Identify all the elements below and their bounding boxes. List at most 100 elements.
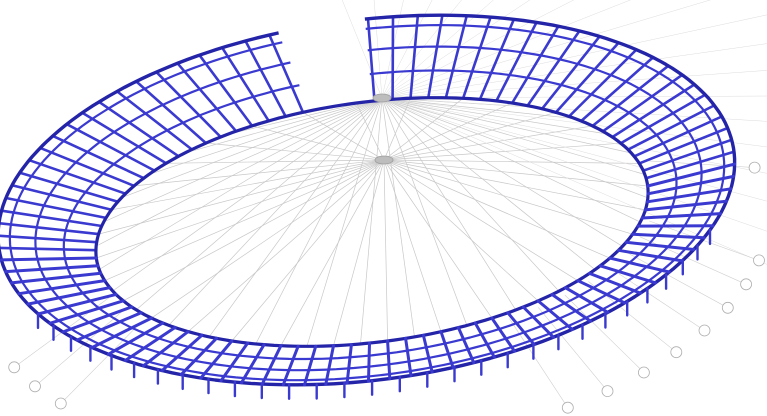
roof-rafter <box>65 122 156 172</box>
roof-rafter <box>610 83 696 139</box>
roof-rafter <box>579 56 655 123</box>
grid-bubble <box>670 346 683 359</box>
radial-cable <box>381 97 641 223</box>
roof-rafter <box>554 41 620 114</box>
roof-rafter <box>591 64 670 128</box>
roof-rafter <box>608 256 671 274</box>
grid-line <box>509 318 569 408</box>
radial-cable <box>123 159 385 302</box>
roof-rafter <box>624 240 696 251</box>
roof-rafter <box>179 336 218 377</box>
roof-rafter <box>176 61 238 133</box>
radial-cable <box>383 159 640 164</box>
radial-cable <box>383 159 633 235</box>
roof-rafter <box>644 150 736 180</box>
roof-rafter <box>540 35 601 111</box>
roof-purlin <box>62 69 678 361</box>
radial-cable <box>383 159 442 332</box>
radial-cable <box>134 159 385 187</box>
radial-cable <box>208 97 383 338</box>
radial-cable <box>381 97 649 199</box>
roof-rafter <box>461 15 492 100</box>
roof-rafter <box>61 305 134 334</box>
roof-rafter <box>0 246 98 252</box>
roof-rafter <box>409 14 420 100</box>
roof-purlin <box>34 45 703 372</box>
radial-cable <box>95 97 383 247</box>
roof-rafter <box>646 162 737 188</box>
roof-rafter <box>444 14 469 99</box>
roof-rafter <box>0 222 100 236</box>
grid-bubble-circle <box>601 385 614 398</box>
grid-bubble <box>29 380 41 393</box>
roof-rafter <box>0 256 98 262</box>
lower-tension-hub <box>374 155 394 165</box>
grid-bubble <box>561 401 574 414</box>
radial-cable <box>121 97 383 199</box>
roof-rafter <box>160 333 204 373</box>
roof-rafter <box>637 126 729 165</box>
roof-rafter <box>588 271 642 295</box>
radial-cable <box>112 97 383 292</box>
roof-rafter <box>641 138 733 172</box>
roof-rafter <box>506 311 536 346</box>
radial-cable <box>383 102 513 161</box>
radial-cable <box>151 159 385 319</box>
roof-rafter <box>601 73 684 133</box>
roof-rafter <box>404 336 413 377</box>
roof-rafter <box>4 196 108 220</box>
grid-line <box>538 307 608 392</box>
grid-bubble-circle <box>29 380 41 393</box>
roof-rafter <box>563 286 610 314</box>
roof-rafter <box>490 316 516 353</box>
roof-purlin <box>0 13 737 387</box>
grid-bubble <box>54 397 67 410</box>
radial-cable <box>383 159 610 259</box>
radial-cable <box>381 97 623 247</box>
grid-line <box>649 220 760 261</box>
roof-rafter <box>526 29 581 107</box>
grid-bubble <box>748 161 761 174</box>
roof-rafter <box>134 80 208 145</box>
grid-line <box>381 0 404 99</box>
radial-cable <box>333 159 385 346</box>
roof-rafter <box>426 13 444 99</box>
roof-rafter <box>550 293 592 323</box>
roof-rafter <box>619 93 707 145</box>
radial-cable <box>302 111 385 161</box>
roof-rafter <box>473 321 496 359</box>
upper-tension-hub <box>372 93 392 103</box>
roof-rafter <box>9 271 103 285</box>
radial-cable <box>231 159 385 342</box>
radial-cable <box>383 159 579 281</box>
radial-cable <box>383 159 646 211</box>
grid-line <box>381 0 575 99</box>
roof-rafter <box>90 316 153 349</box>
roof-truss-back <box>0 13 737 387</box>
roof-rafter <box>598 264 657 285</box>
roof-rafter <box>141 330 190 368</box>
radial-cable <box>381 97 415 337</box>
radial-cable <box>381 97 645 175</box>
roof-rafter <box>456 326 476 365</box>
radial-cable <box>205 142 385 161</box>
roof-rafter <box>240 343 266 385</box>
roof-rafter <box>17 279 107 296</box>
roof-rafter <box>643 199 728 212</box>
roof-rafter <box>626 104 716 151</box>
grid-line <box>381 70 767 99</box>
roof-rafter <box>51 134 146 180</box>
radial-cable <box>306 97 383 347</box>
roof-rafter <box>324 344 335 386</box>
radial-cable <box>96 159 385 259</box>
grid-line <box>381 97 767 265</box>
roof-rafter <box>4 264 100 274</box>
roof-rafter <box>199 339 234 380</box>
roof-rafter <box>646 174 735 196</box>
grid-bubble <box>8 361 21 374</box>
grid-bubble <box>740 278 752 291</box>
grid-bubble-circle <box>54 397 67 410</box>
roof-rafter <box>198 53 254 128</box>
roof-rafter <box>478 17 516 101</box>
